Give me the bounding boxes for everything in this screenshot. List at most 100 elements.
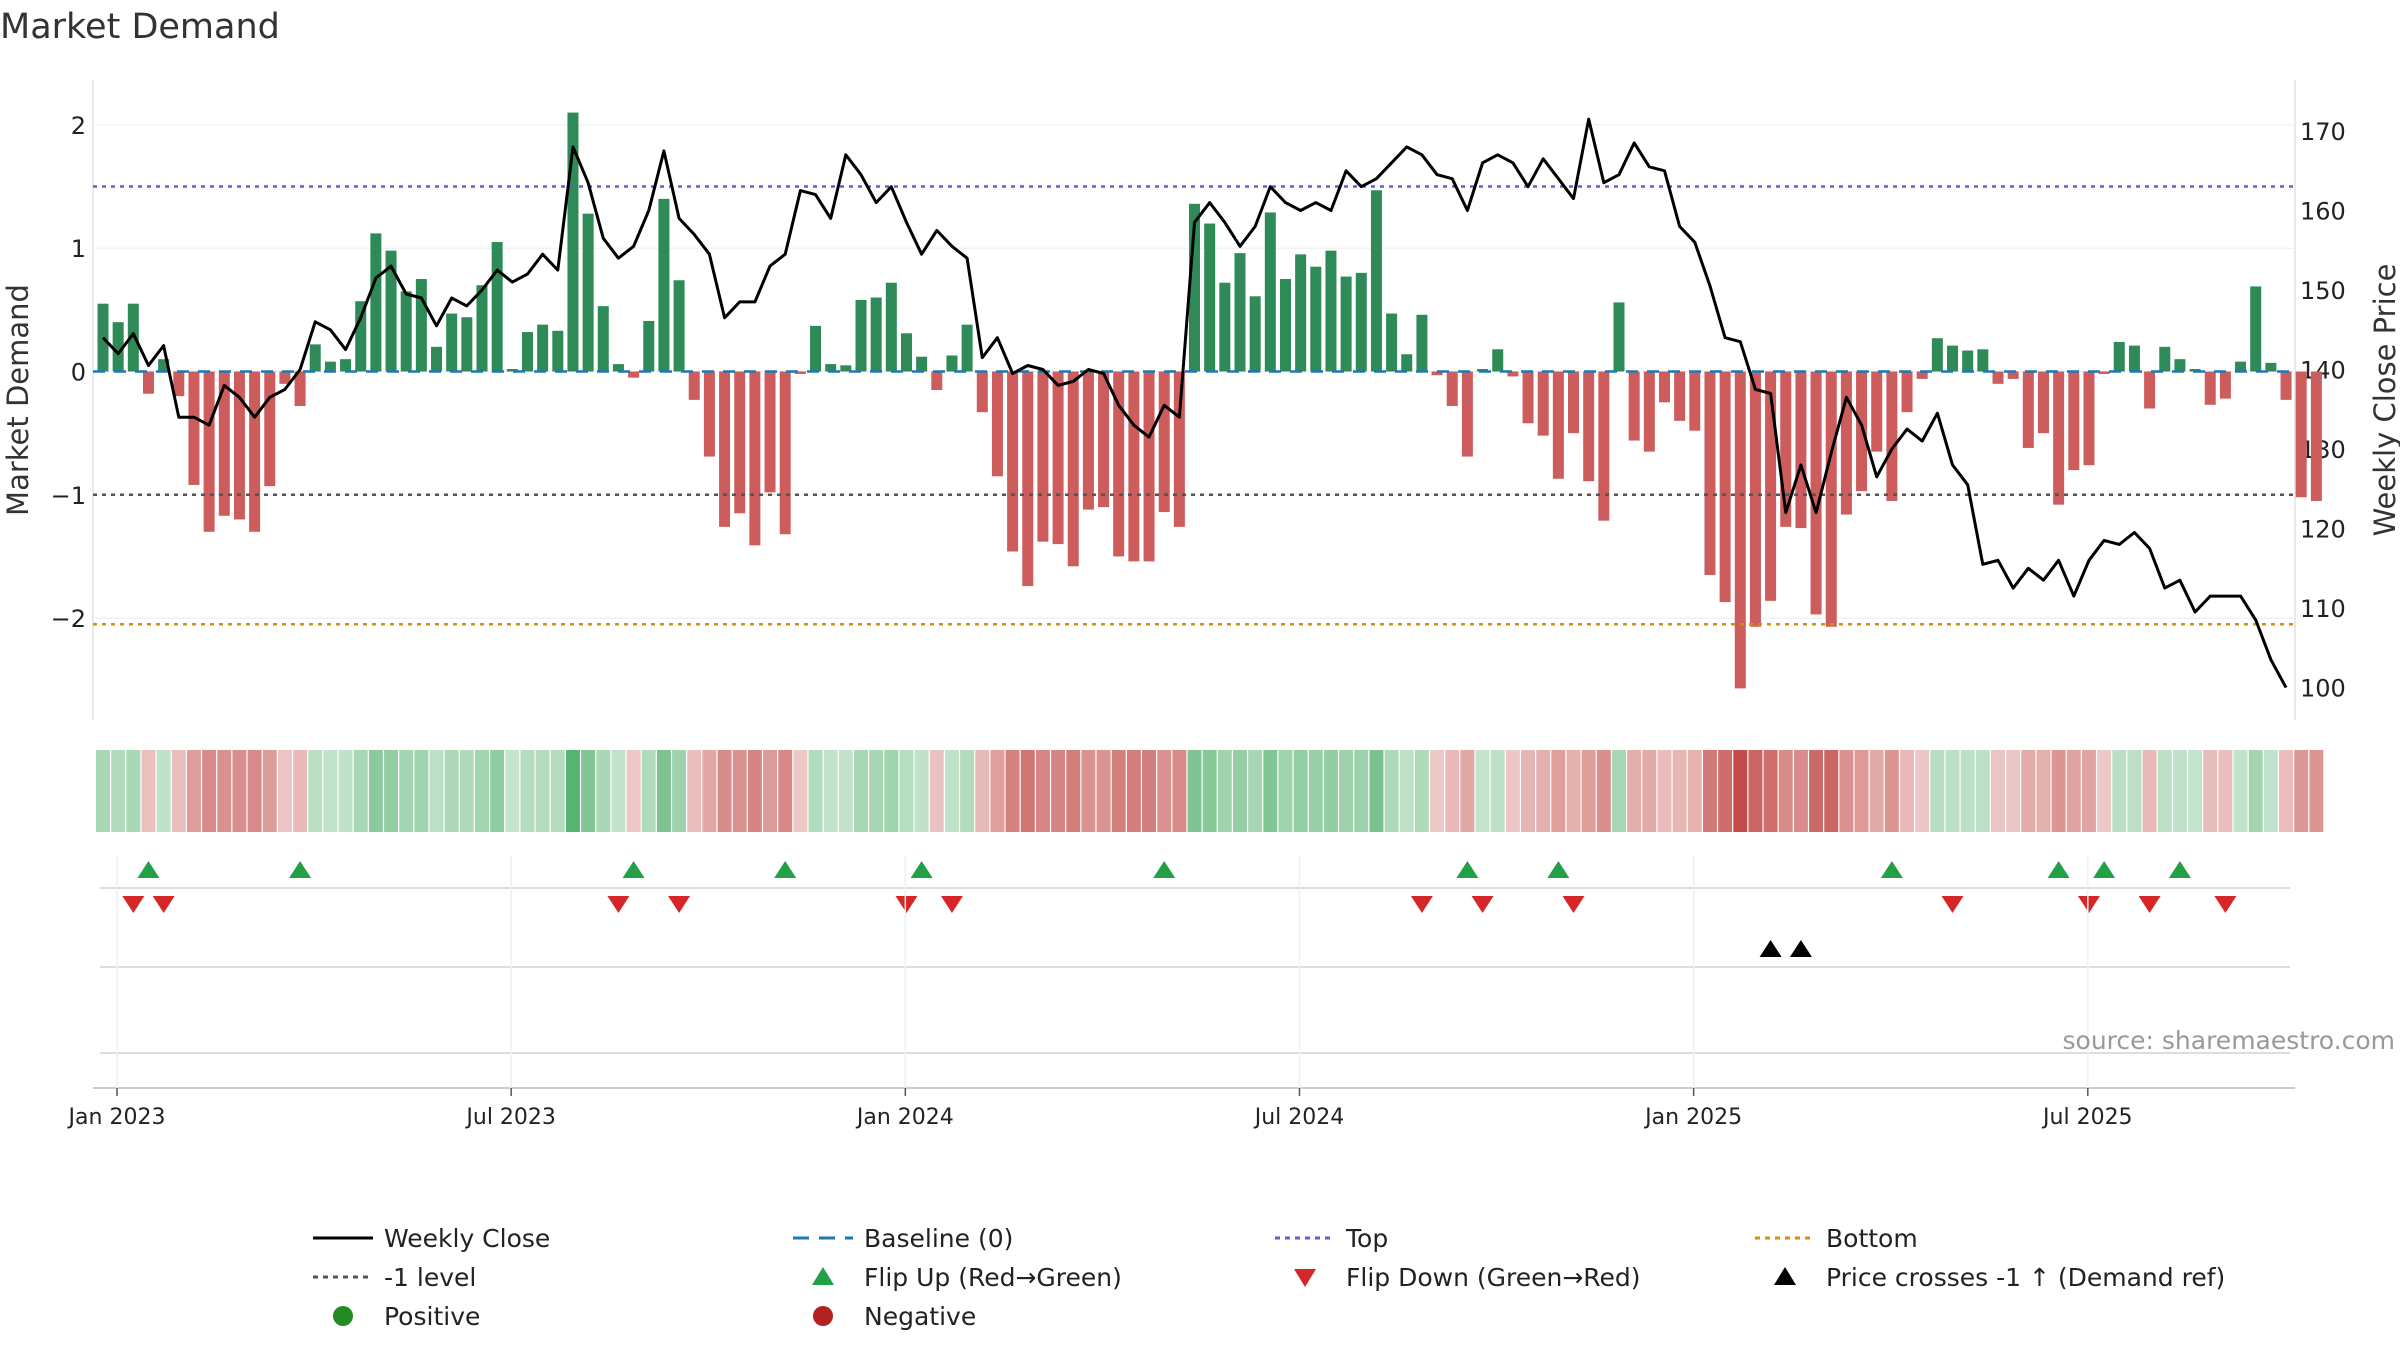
legend-label: Baseline (0) — [864, 1224, 1013, 1253]
flip-down-marker — [1471, 896, 1494, 913]
heat-cell — [717, 750, 732, 832]
heat-cell — [1339, 750, 1354, 832]
demand-bar — [1310, 266, 1322, 372]
demand-bar — [97, 303, 109, 372]
weekly-close-line — [101, 117, 2288, 689]
heat-cell — [1323, 750, 1338, 832]
heat-cell — [2279, 750, 2294, 832]
heat-cell — [854, 750, 868, 832]
heat-cell — [1566, 750, 1581, 832]
demand-bar — [127, 303, 139, 372]
legend-label: Top — [1345, 1224, 1388, 1253]
demand-bar — [1461, 371, 1473, 457]
demand-bar — [1916, 371, 1928, 379]
demand-bar — [810, 325, 822, 372]
heat-cell — [1172, 750, 1187, 832]
demand-bar — [112, 322, 124, 372]
heat-cell — [1020, 750, 1035, 832]
demand-bar — [1234, 253, 1246, 372]
demand-bars — [97, 112, 2322, 689]
heat-cell — [2233, 750, 2248, 832]
demand-bar — [1704, 371, 1716, 575]
x-tick-label: Jul 2025 — [2041, 1105, 2133, 1130]
y2-tick-label: 150 — [2300, 277, 2346, 305]
demand-bar — [1416, 314, 1428, 372]
demand-bar — [552, 330, 564, 372]
y2-tick-label: 110 — [2300, 595, 2346, 623]
flip-up-marker — [2047, 861, 2070, 878]
y2-tick-label: 100 — [2300, 675, 2346, 703]
heat-cell — [384, 750, 399, 832]
heat-cell — [323, 750, 338, 832]
heat-cell — [1596, 750, 1611, 832]
heat-cell — [247, 750, 262, 832]
demand-bar — [218, 371, 230, 516]
heat-cell — [944, 750, 959, 832]
heat-cell — [2309, 750, 2324, 832]
demand-bar — [688, 371, 700, 400]
chart-title: Market Demand — [0, 7, 280, 47]
demand-bar — [1279, 279, 1291, 372]
demand-bar — [1568, 371, 1580, 434]
flip-down-marker — [2214, 896, 2237, 913]
demand-bar — [1264, 212, 1276, 372]
heat-cell — [277, 750, 292, 832]
heat-cell — [1778, 750, 1793, 832]
legend-triangle-down-icon — [1294, 1269, 1316, 1287]
flip-down-marker — [1410, 896, 1433, 913]
flip-markers-panel — [100, 861, 2290, 913]
heat-cell — [672, 750, 687, 832]
heat-cell — [1627, 750, 1642, 832]
y-tick-label: 2 — [71, 112, 86, 140]
flip-down-marker — [122, 896, 145, 913]
demand-bar — [2265, 362, 2277, 372]
heat-cell — [444, 750, 459, 832]
flip-down-marker — [1562, 896, 1585, 913]
legend-item: Price crosses -1 ↑ (Demand ref) — [1774, 1263, 2225, 1292]
heat-cell — [732, 750, 747, 832]
heat-cell — [793, 750, 808, 832]
weekly-close-line-group — [101, 117, 2288, 689]
heat-cell — [1005, 750, 1020, 832]
demand-bar — [158, 359, 170, 372]
demand-bar — [2144, 371, 2156, 409]
heat-cell — [1672, 750, 1687, 832]
demand-bar — [628, 371, 640, 378]
heat-cell — [1809, 750, 1824, 832]
legend-triangle-up-icon — [1774, 1267, 1796, 1285]
heat-cell — [1505, 750, 1520, 832]
y2-tick-label: 170 — [2300, 118, 2346, 146]
demand-heat-strip — [96, 750, 2324, 832]
flip-down-marker — [895, 896, 918, 913]
demand-bar — [1977, 349, 1989, 372]
heat-cell — [1248, 750, 1263, 832]
demand-bar — [1552, 371, 1564, 479]
legend-item: Top — [1275, 1224, 1388, 1253]
flip-down-marker — [940, 896, 963, 913]
demand-bar — [1962, 350, 1974, 372]
demand-bar — [1583, 371, 1595, 482]
heat-cell — [338, 750, 353, 832]
demand-bar — [2083, 371, 2095, 466]
heat-cell — [550, 750, 565, 832]
demand-bar — [1628, 371, 1640, 441]
heat-cell — [990, 750, 1005, 832]
flip-up-marker — [137, 861, 160, 878]
demand-bar — [1780, 371, 1792, 527]
heat-cell — [2203, 750, 2218, 832]
heat-cell — [1035, 750, 1050, 832]
heat-cell — [596, 750, 611, 832]
demand-bar — [900, 333, 912, 372]
demand-bar — [2022, 371, 2034, 448]
heat-cell — [2006, 750, 2021, 832]
heat-cell — [1490, 750, 1505, 832]
legend-label: Positive — [384, 1302, 480, 1331]
heat-cell — [929, 750, 944, 832]
demand-bar — [491, 242, 503, 372]
heat-cell — [1475, 750, 1490, 832]
heat-cell — [1718, 750, 1733, 832]
demand-bar — [2250, 286, 2262, 372]
heat-cell — [2188, 750, 2203, 832]
demand-bar — [1537, 371, 1549, 436]
heat-cell — [823, 750, 838, 832]
